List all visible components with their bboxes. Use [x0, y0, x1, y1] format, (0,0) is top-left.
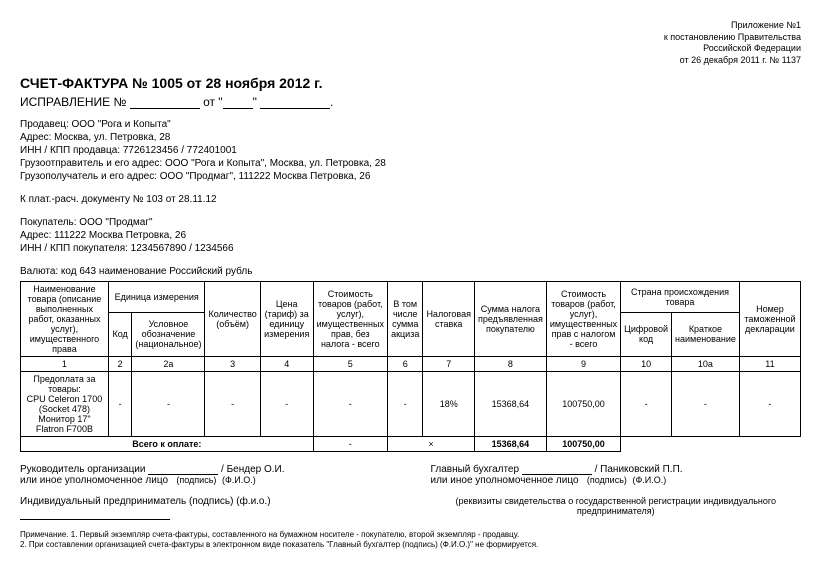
th-excise: В том числе сумма акциза [387, 281, 422, 356]
coln: 8 [474, 356, 546, 371]
buyer-address: Адрес: 111222 Москва Петровка, 26 [20, 230, 801, 241]
or-label: или иное уполномоченное лицо [20, 475, 168, 486]
th-unit-group: Единица измерения [108, 281, 205, 312]
appendix-l1: Приложение №1 [20, 20, 801, 32]
shipper: Грузоотправитель и его адрес: ООО "Рога … [20, 158, 801, 169]
head-label: Руководитель организации [20, 464, 145, 475]
item-l3: Монитор 17" Flatron F700B [24, 414, 105, 434]
invoice-title: СЧЕТ-ФАКТУРА № 1005 от 28 ноября 2012 г. [20, 75, 801, 91]
th-unit-code: Код [108, 313, 132, 357]
appendix-l4: от 26 декабря 2011 г. № 1137 [20, 55, 801, 67]
fio-label2: (Ф.И.О.) [632, 475, 666, 485]
cell: - [672, 371, 740, 436]
correction-day [223, 96, 253, 109]
payment-doc: К плат.-расч. документу № 103 от 28.11.1… [20, 194, 801, 205]
correction-num-blank [130, 96, 200, 109]
cell: - [313, 371, 387, 436]
invoice-table: Наименование товара (описание выполненны… [20, 281, 801, 452]
cell-rate: 18% [423, 371, 475, 436]
coln: 3 [205, 356, 260, 371]
th-customs: Номер таможенной декларации [739, 281, 800, 356]
currency: Валюта: код 643 наименование Российский … [20, 266, 801, 277]
appendix-block: Приложение №1 к постановлению Правительс… [20, 20, 801, 67]
cell: - [260, 371, 313, 436]
item-l2: CPU Celeron 1700 (Socket 478) [24, 394, 105, 414]
footnote: Примечание. 1. Первый экземпляр счета-фа… [20, 530, 801, 551]
cell-tax: 15368,64 [474, 371, 546, 436]
seller-inn: ИНН / КПП продавца: 7726123456 / 7724010… [20, 145, 801, 156]
acct-sign-line [522, 462, 592, 475]
th-qty: Количество (объём) [205, 281, 260, 356]
item-name: Предоплата за товары: CPU Celeron 1700 (… [21, 371, 109, 436]
ip-block: Индивидуальный предприниматель (подпись)… [20, 496, 391, 520]
seller-name: Продавец: ООО "Рога и Копыта" [20, 119, 801, 130]
total-blank [621, 436, 801, 451]
buyer-inn: ИНН / КПП покупателя: 1234567890 / 12345… [20, 243, 801, 254]
item-l1: Предоплата за товары: [24, 374, 105, 394]
sign-label2: (подпись) [587, 475, 627, 485]
cell: - [313, 436, 387, 451]
total-label: Всего к оплате: [21, 436, 314, 451]
th-price: Цена (тариф) за единицу измерения [260, 281, 313, 356]
th-country-code: Цифровой код [621, 313, 672, 357]
cell: - [132, 371, 205, 436]
correction-line: ИСПРАВЛЕНИЕ № от "" . [20, 95, 801, 109]
th-cost-notax: Стоимость товаров (работ, услуг), имущес… [313, 281, 387, 356]
fn-l2: 2. При составлении организацией счета-фа… [20, 540, 801, 550]
acct-name: / Паниковский П.П. [595, 464, 683, 475]
correction-month [260, 96, 330, 109]
cell-total: 100750,00 [546, 371, 620, 436]
coln: 6 [387, 356, 422, 371]
requisites: (реквизиты свидетельства о государственн… [431, 496, 802, 520]
coln: 5 [313, 356, 387, 371]
th-unit-name: Условное обозначение (национальное) [132, 313, 205, 357]
total-sum: 100750,00 [546, 436, 620, 451]
cell: - [387, 371, 422, 436]
th-rate: Налоговая ставка [423, 281, 475, 356]
sign-label: (подпись) [176, 475, 216, 485]
th-country-name: Краткое наименование [672, 313, 740, 357]
correction-ot: от [203, 95, 215, 109]
consignee: Грузополучатель и его адрес: ООО "Продма… [20, 171, 801, 182]
colnum-row: 1 2 2а 3 4 5 6 7 8 9 10 10а 11 [21, 356, 801, 371]
acct-label: Главный бухгалтер [431, 464, 520, 475]
cell: - [205, 371, 260, 436]
coln: 2а [132, 356, 205, 371]
total-tax: 15368,64 [474, 436, 546, 451]
appendix-l3: Российской Федерации [20, 43, 801, 55]
total-x: × [387, 436, 474, 451]
signature-head: Руководитель организации / Бендер О.И. и… [20, 462, 391, 486]
coln: 10а [672, 356, 740, 371]
coln: 10 [621, 356, 672, 371]
total-row: Всего к оплате: - × 15368,64 100750,00 [21, 436, 801, 451]
appendix-l2: к постановлению Правительства [20, 32, 801, 44]
ip-sign-line [20, 507, 170, 520]
th-name: Наименование товара (описание выполненны… [21, 281, 109, 356]
coln: 2 [108, 356, 132, 371]
ip-label: Индивидуальный предприниматель (подпись)… [20, 496, 271, 507]
coln: 9 [546, 356, 620, 371]
fio-label: (Ф.И.О.) [222, 475, 256, 485]
head-sign-line [148, 462, 218, 475]
cell: - [621, 371, 672, 436]
coln: 1 [21, 356, 109, 371]
th-tax: Сумма налога предъявленная покупателю [474, 281, 546, 356]
coln: 4 [260, 356, 313, 371]
cell: - [108, 371, 132, 436]
signature-accountant: Главный бухгалтер / Паниковский П.П. или… [431, 462, 802, 486]
correction-label: ИСПРАВЛЕНИЕ № [20, 95, 126, 109]
th-country-group: Страна происхождения товара [621, 281, 740, 312]
head-name: / Бендер О.И. [221, 464, 284, 475]
th-cost-tax: Стоимость товаров (работ, услуг), имущес… [546, 281, 620, 356]
or-label2: или иное уполномоченное лицо [431, 475, 579, 486]
coln: 7 [423, 356, 475, 371]
buyer-name: Покупатель: ООО "Продмаг" [20, 217, 801, 228]
data-row: Предоплата за товары: CPU Celeron 1700 (… [21, 371, 801, 436]
coln: 11 [739, 356, 800, 371]
cell: - [739, 371, 800, 436]
seller-address: Адрес: Москва, ул. Петровка, 28 [20, 132, 801, 143]
